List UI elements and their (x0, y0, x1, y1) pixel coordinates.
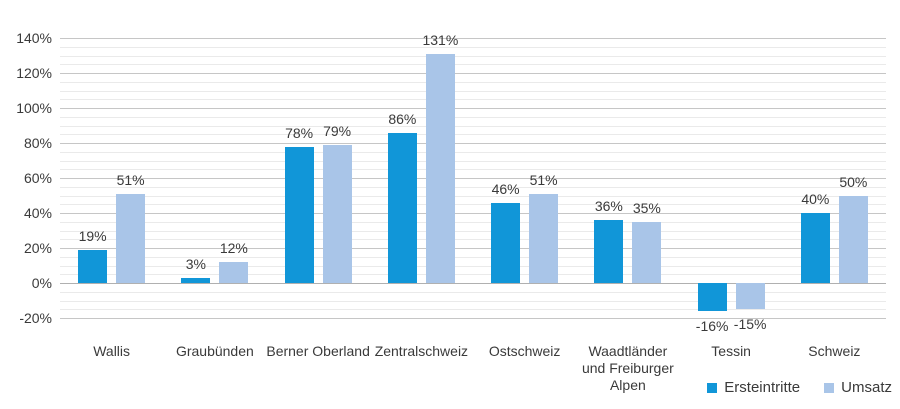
major-gridline (60, 38, 886, 39)
bar-ersteintritte-berner-oberland (284, 146, 314, 283)
legend-swatch-ersteintritte (707, 382, 718, 393)
minor-gridline (60, 64, 886, 66)
minor-gridline (60, 169, 886, 171)
y-tick-label: 100% (16, 100, 52, 116)
major-gridline (60, 143, 886, 144)
bar-ersteintritte-ostschweiz (491, 202, 521, 283)
x-category-label: Schweiz (808, 343, 861, 359)
bar-umsatz-waadtl-nder-und-freiburger-alpen (632, 221, 662, 283)
value-label: 79% (323, 122, 352, 139)
x-category-label: Wallis (93, 343, 131, 359)
legend-swatch-umsatz (824, 382, 835, 393)
legend-label: Ersteintritte (724, 379, 801, 396)
major-gridline (60, 178, 886, 179)
bar-ersteintritte-graub-nden (181, 277, 211, 283)
minor-gridline (60, 99, 886, 101)
minor-gridline (60, 125, 886, 127)
x-category-label: Ostschweiz (488, 343, 561, 359)
minor-gridline (60, 186, 886, 188)
x-category-label: Zentralschweiz (374, 343, 469, 359)
minor-gridline (60, 204, 886, 206)
legend-label: Umsatz (841, 379, 892, 396)
y-tick-label: 20% (23, 240, 52, 256)
value-label: 131% (422, 31, 459, 48)
bar-ersteintritte-zentralschweiz (387, 132, 417, 283)
legend-item-ersteintritte: Ersteintritte (707, 379, 800, 396)
zero-gridline (60, 283, 886, 284)
value-label: 19% (78, 227, 107, 244)
major-gridline (60, 248, 886, 249)
bar-umsatz-zentralschweiz (425, 53, 455, 283)
major-gridline (60, 108, 886, 109)
value-label: 78% (285, 124, 314, 141)
y-tick-label: 120% (16, 65, 52, 81)
bar-ersteintritte-wallis (78, 249, 108, 283)
value-label: 51% (529, 171, 558, 188)
value-label: 40% (801, 191, 830, 207)
bar-ersteintritte-schweiz (800, 213, 830, 283)
legend: Ersteintritte Umsatz (707, 379, 892, 396)
minor-gridline (60, 195, 886, 197)
major-gridline (60, 318, 886, 319)
bar-umsatz-wallis (116, 193, 146, 283)
legend-item-umsatz: Umsatz (824, 379, 892, 396)
bar-ersteintritte-tessin (697, 283, 727, 311)
value-label: 50% (839, 173, 868, 190)
minor-gridline (60, 230, 886, 232)
value-label: 12% (219, 240, 248, 256)
minor-gridline (60, 81, 886, 83)
minor-gridline (60, 239, 886, 241)
bar-umsatz-graub-nden (219, 262, 249, 283)
x-category-label: Tessin (711, 343, 751, 359)
bar-umsatz-tessin (735, 283, 765, 310)
minor-gridline (60, 46, 886, 48)
minor-gridline (60, 265, 886, 267)
minor-gridline (60, 55, 886, 57)
bar-umsatz-schweiz (838, 195, 868, 283)
value-label: 36% (594, 198, 623, 214)
y-tick-label: -20% (19, 310, 52, 326)
value-label: 51% (116, 171, 145, 188)
bar-umsatz-ostschweiz (529, 193, 559, 283)
major-gridline (60, 213, 886, 214)
minor-gridline (60, 274, 886, 276)
minor-gridline (60, 160, 886, 162)
minor-gridline (60, 256, 886, 258)
minor-gridline (60, 300, 886, 302)
minor-gridline (60, 221, 886, 223)
minor-gridline (60, 151, 886, 153)
minor-gridline (60, 90, 886, 92)
x-category-label: Waadtländer und Freiburger Alpen (581, 343, 674, 393)
value-label: -16% (695, 318, 729, 334)
minor-gridline (60, 291, 886, 293)
value-label: 46% (491, 180, 520, 197)
value-label: 3% (185, 255, 206, 272)
value-label: 35% (632, 199, 661, 216)
value-label: 86% (388, 110, 417, 127)
bar-umsatz-berner-oberland (322, 144, 352, 283)
y-tick-label: 80% (23, 135, 52, 151)
major-gridline (60, 73, 886, 74)
y-tick-label: 140% (16, 30, 52, 46)
minor-gridline (60, 116, 886, 118)
y-tick-label: 60% (23, 170, 52, 186)
minor-gridline (60, 309, 886, 311)
x-category-label: Berner Oberland (266, 343, 370, 359)
bar-ersteintritte-waadtl-nder-und-freiburger-alpen (594, 220, 624, 283)
y-tick-label: 40% (23, 205, 52, 221)
y-tick-label: 0% (31, 275, 52, 291)
value-label: -15% (733, 316, 767, 333)
x-category-label: Graubünden (175, 343, 254, 359)
minor-gridline (60, 134, 886, 136)
